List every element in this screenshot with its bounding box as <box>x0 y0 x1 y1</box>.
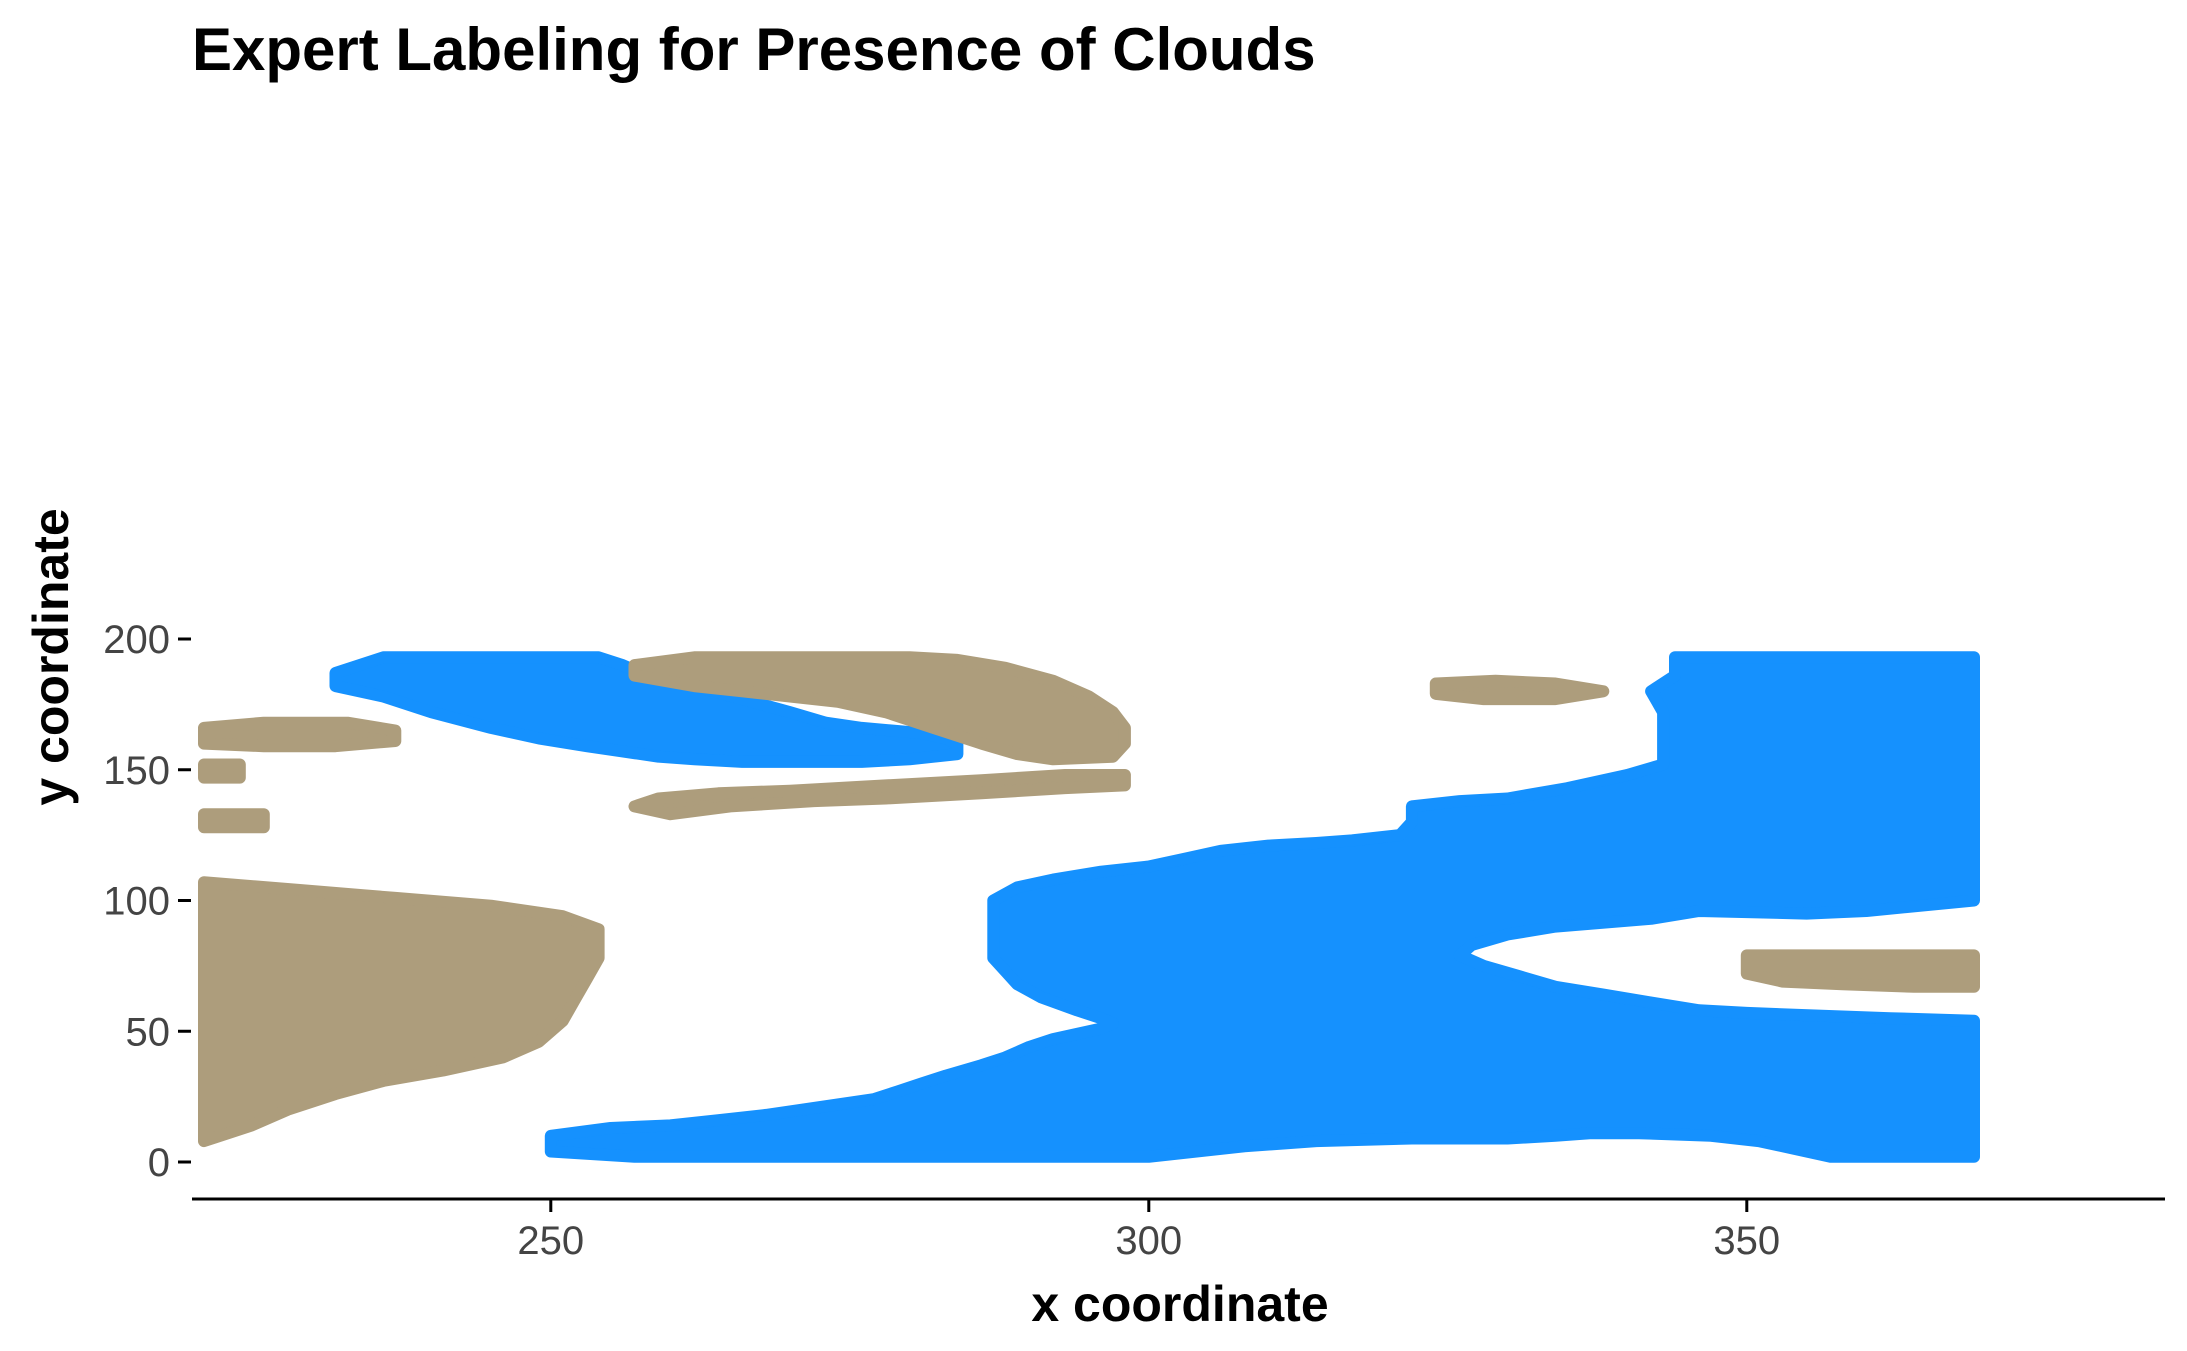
y-axis-ticks: 0 50 100 150 200 <box>103 618 191 1185</box>
label-region-blue-1 <box>544 651 1980 1163</box>
x-tick-label: 350 <box>1713 1219 1780 1263</box>
x-axis-label: x coordinate <box>1031 1276 1328 1332</box>
y-tick-label: 50 <box>126 1010 171 1054</box>
y-tick-label: 200 <box>103 618 170 662</box>
label-region-tan-4 <box>198 716 402 753</box>
plot-area <box>198 651 1980 1163</box>
x-tick-label: 300 <box>1115 1219 1182 1263</box>
label-region-tan-9 <box>1429 674 1610 706</box>
label-region-tan-2 <box>628 651 1131 766</box>
label-region-tan-7 <box>198 876 605 1148</box>
label-region-tan-8 <box>1740 949 1980 993</box>
y-tick-label: 150 <box>103 749 170 793</box>
x-tick-label: 250 <box>517 1219 584 1263</box>
label-region-tan-3 <box>628 769 1131 821</box>
y-axis-label: y coordinate <box>23 508 79 805</box>
label-region-tan-6 <box>198 808 270 834</box>
x-axis-ticks: 250 300 350 <box>517 1200 1780 1263</box>
chart-title: Expert Labeling for Presence of Clouds <box>192 16 1316 83</box>
y-tick-label: 0 <box>148 1141 170 1185</box>
y-tick-label: 100 <box>103 880 170 924</box>
label-region-tan-5 <box>198 758 246 784</box>
